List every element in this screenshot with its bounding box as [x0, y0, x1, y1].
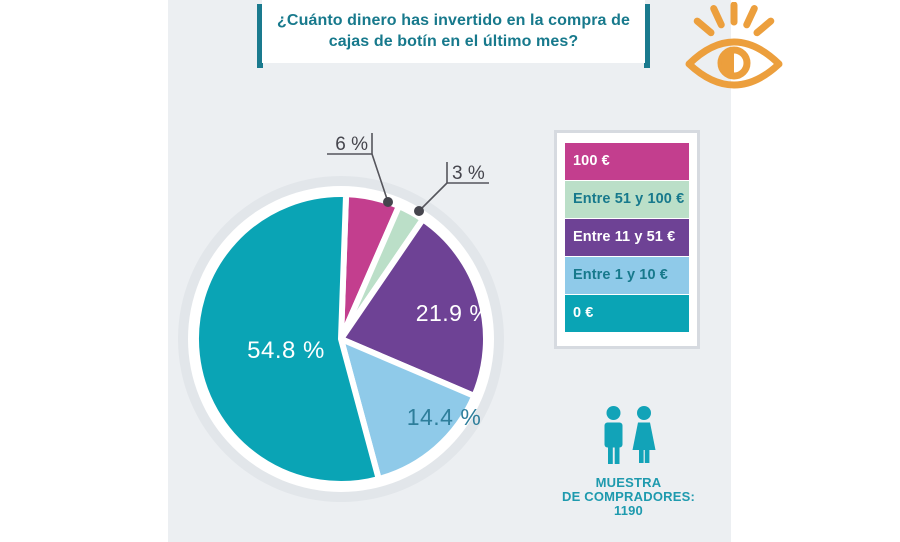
- leader-line: [418, 182, 448, 212]
- leader-dot: [414, 206, 424, 216]
- title-accent-bar-left: [257, 4, 263, 68]
- legend-row: 100 €: [565, 143, 689, 180]
- man-icon: [604, 406, 623, 464]
- leader-line: [371, 153, 389, 203]
- legend-row: Entre 1 y 10 €: [565, 257, 689, 294]
- legend-row-label: Entre 1 y 10 €: [573, 267, 668, 283]
- legend-row-label: Entre 51 y 100 €: [573, 191, 685, 207]
- eye-pupil-half-icon: [721, 50, 734, 76]
- eye-icon: [685, 2, 783, 89]
- legend-row: Entre 51 y 100 €: [565, 181, 689, 218]
- legend-row: 0 €: [565, 295, 689, 332]
- legend-row-label: Entre 11 y 51 €: [573, 229, 676, 245]
- pie-slice-label: 3 %: [452, 163, 485, 184]
- pie-slice-label: 14.4 %: [407, 404, 482, 430]
- buyers-icon: [604, 406, 656, 464]
- woman-icon: [632, 406, 656, 463]
- pie-slice: [338, 336, 478, 482]
- legend-row-label: 100 €: [573, 153, 610, 169]
- pie-slice-label: 6 %: [335, 134, 368, 155]
- pie-slice: [193, 191, 382, 487]
- pie-slice-label: 21.9 %: [416, 300, 491, 326]
- sample-size-label: MUESTRA DE COMPRADORES: 1190: [561, 475, 695, 519]
- pie-chart: 6 % 3 % 21.9 % 14.4 % 54.8 %: [178, 133, 504, 502]
- title-accent-bar-right: [644, 4, 650, 68]
- pie-slice-label: 54.8 %: [247, 337, 325, 364]
- title-card: ¿Cuánto dinero has invertido en la compr…: [262, 0, 645, 63]
- question-title-box: ¿Cuánto dinero has invertido en la compr…: [257, 0, 650, 70]
- eye-outline-icon: [685, 38, 783, 89]
- legend-row: Entre 11 y 51 €: [565, 219, 689, 256]
- page-title: ¿Cuánto dinero has invertido en la compr…: [277, 11, 630, 50]
- legend-row-label: 0 €: [573, 305, 594, 321]
- leader-dot: [383, 197, 393, 207]
- legend: 100 € Entre 51 y 100 € Entre 11 y 51 € E…: [554, 130, 700, 349]
- eye-rays-icon: [693, 2, 775, 37]
